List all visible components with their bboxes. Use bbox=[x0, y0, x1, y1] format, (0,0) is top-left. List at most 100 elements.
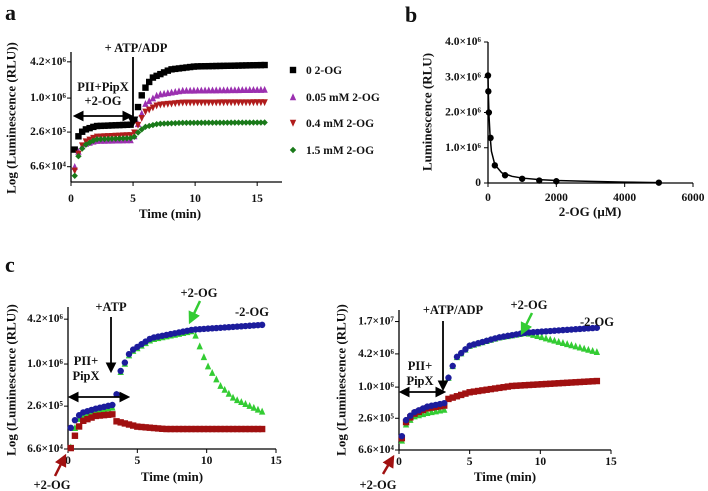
annotation-label: -2-OG bbox=[580, 315, 614, 329]
data-point bbox=[82, 141, 90, 148]
data-point bbox=[88, 414, 95, 421]
data-point bbox=[213, 375, 220, 383]
data-point bbox=[71, 416, 79, 424]
data-point bbox=[194, 63, 201, 70]
data-point bbox=[449, 362, 456, 370]
x-tick-label: 10 bbox=[201, 455, 213, 467]
x-tick-label: 10 bbox=[535, 456, 547, 468]
data-point bbox=[150, 424, 158, 432]
data-point bbox=[164, 67, 172, 74]
data-point bbox=[593, 377, 601, 385]
data-point bbox=[246, 425, 253, 433]
data-point bbox=[209, 369, 216, 376]
data-point bbox=[504, 383, 512, 390]
data-point bbox=[242, 119, 250, 126]
x-tick-label: 10 bbox=[189, 193, 201, 205]
data-point bbox=[491, 385, 499, 392]
data-point bbox=[568, 341, 575, 349]
data-point bbox=[71, 172, 78, 180]
data-point bbox=[462, 390, 469, 397]
data-point bbox=[559, 379, 567, 387]
annotation-arrow bbox=[381, 454, 395, 475]
data-point bbox=[186, 63, 194, 71]
data-point bbox=[80, 417, 87, 424]
data-point bbox=[445, 374, 452, 381]
data-point bbox=[555, 380, 562, 387]
data-point bbox=[213, 62, 220, 70]
data-point bbox=[75, 153, 82, 160]
data-point bbox=[190, 119, 198, 126]
data-point bbox=[221, 425, 228, 433]
data-point bbox=[145, 97, 153, 105]
data-point bbox=[568, 379, 575, 386]
data-point bbox=[168, 66, 175, 73]
x-tick-label: 0 bbox=[68, 193, 74, 205]
data-point bbox=[225, 425, 233, 433]
data-point bbox=[205, 62, 212, 70]
data-point bbox=[92, 412, 99, 420]
legend-marker bbox=[289, 66, 297, 74]
data-point bbox=[142, 424, 149, 431]
annotation-label: +2-OG bbox=[511, 298, 548, 312]
data-point bbox=[466, 389, 473, 396]
y-axis-label: Log (Luminescence (RLU)) bbox=[334, 304, 349, 456]
data-point bbox=[71, 167, 78, 175]
data-point bbox=[164, 120, 172, 127]
data-point bbox=[239, 119, 246, 126]
annotation-label: -2-OG bbox=[235, 305, 269, 319]
y-tick-label: 6.6×10⁴ bbox=[358, 444, 394, 456]
data-point bbox=[67, 444, 74, 452]
series-0-2-og: 0 2-OG bbox=[71, 61, 342, 153]
y-axis-label: Log (Luminescence (RLU)) bbox=[4, 304, 19, 456]
data-point bbox=[242, 400, 249, 407]
data-point bbox=[257, 119, 265, 126]
data-point bbox=[238, 425, 245, 433]
data-point bbox=[179, 119, 186, 127]
data-point bbox=[220, 62, 227, 70]
data-point bbox=[153, 120, 160, 128]
annotation-label: + ATP/ADP bbox=[105, 41, 168, 55]
data-point bbox=[209, 62, 216, 70]
annotation-label: +2-OG bbox=[34, 478, 71, 491]
x-tick-label: 0 bbox=[485, 192, 491, 204]
data-point bbox=[125, 421, 133, 428]
data-point bbox=[258, 321, 266, 329]
legend-label: 0 2-OG bbox=[306, 65, 342, 77]
annotation-label: +2-OG bbox=[85, 94, 122, 108]
data-point bbox=[198, 63, 205, 70]
data-point bbox=[183, 64, 190, 71]
y-tick-label: 4.2×10⁶ bbox=[30, 56, 66, 68]
data-point bbox=[119, 121, 127, 129]
data-point bbox=[142, 108, 149, 116]
data-point bbox=[82, 126, 90, 133]
series-0-4-mm-2-og: 0.4 mM 2-OG bbox=[71, 99, 374, 175]
data-point bbox=[250, 403, 258, 411]
data-point bbox=[179, 425, 187, 433]
legend-marker bbox=[289, 119, 297, 127]
data-point bbox=[125, 350, 133, 358]
data-point bbox=[246, 401, 253, 409]
y-tick-label: 6.6×10⁴ bbox=[27, 443, 63, 455]
x-tick-label: 5 bbox=[134, 455, 140, 467]
data-point bbox=[116, 121, 123, 129]
data-point bbox=[580, 344, 588, 352]
legend-label: 0.4 mM 2-OG bbox=[306, 118, 374, 130]
y-tick-label: 4.0×10⁶ bbox=[445, 36, 481, 48]
x-tick-label: 5 bbox=[130, 193, 136, 205]
data-point bbox=[542, 334, 550, 342]
data-point bbox=[209, 119, 216, 126]
annotation-arrow bbox=[188, 300, 202, 325]
series--2-og bbox=[398, 324, 601, 440]
chart-a: 0 5 10 15 6.6×10⁴ 2.6×10⁵ 1.0×10⁶ 4.2×10⁶ Time (… bbox=[4, 41, 380, 221]
annotation-label: PipX bbox=[72, 369, 99, 383]
data-point bbox=[261, 61, 268, 69]
data-point bbox=[201, 63, 209, 70]
data-point bbox=[192, 331, 199, 339]
data-point bbox=[576, 343, 584, 351]
data-point bbox=[484, 72, 492, 79]
data-point bbox=[159, 425, 166, 432]
data-point bbox=[109, 401, 116, 409]
data-point bbox=[585, 345, 592, 353]
data-point bbox=[84, 415, 91, 423]
